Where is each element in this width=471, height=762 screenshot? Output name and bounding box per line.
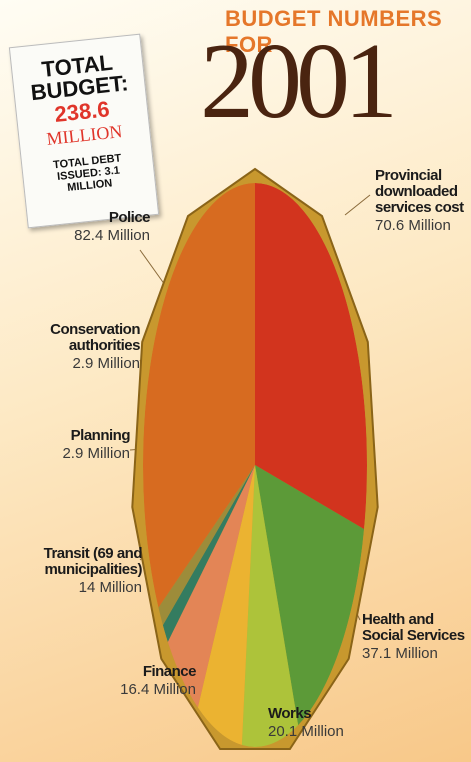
value-label: 2.9 Million — [62, 445, 130, 462]
pie-wedge — [143, 183, 255, 608]
slice-label: Transit (69 and municipalities) 14 Millio… — [22, 545, 143, 596]
chart-title: BUDGET NUMBERS FOR — [225, 6, 443, 57]
category-label: Conservation authorities — [50, 321, 140, 354]
value-label: 70.6 Million — [375, 217, 451, 234]
value-label: 20.1 Million — [268, 723, 344, 740]
pie-wedge — [241, 465, 299, 747]
pie-wedge — [255, 183, 367, 530]
pie-wedge — [158, 465, 255, 626]
value-label: 16.4 Million — [120, 681, 196, 698]
slice-label: Conservation authorities 2.9 Million — [20, 322, 140, 372]
value-label: 14 Million — [78, 579, 142, 596]
pie-wedge — [162, 465, 255, 642]
slice-label: Planning 2.9 Million — [10, 428, 130, 462]
pie-wedge — [197, 465, 255, 746]
slice-label: Provincial downloaded services cost 70.6 … — [375, 168, 471, 234]
category-label: Health and Social Services — [362, 611, 465, 644]
value-label: 2.9 Million — [72, 355, 140, 372]
category-label: Works — [268, 705, 312, 722]
category-label: Provincial downloaded services cost — [375, 167, 464, 216]
category-label: Transit (69 and municipalities) — [43, 545, 143, 578]
slice-label: Health and Social Services 37.1 Million — [362, 612, 467, 662]
pie-wedge — [167, 465, 255, 708]
slice-label: Police 82.4 Million — [30, 210, 150, 244]
pie — [143, 183, 367, 747]
category-label: Planning — [70, 427, 131, 444]
chart-subtitle: 2001 — [200, 22, 398, 141]
slice-label: Works 20.1 Million — [268, 706, 388, 740]
slice-label: Finance 16.4 Million — [76, 664, 196, 698]
category-label: Police — [108, 209, 151, 226]
category-label: Finance — [142, 663, 197, 680]
value-label: 37.1 Million — [362, 645, 438, 662]
pie-wedge — [255, 465, 365, 726]
value-label: 82.4 Million — [74, 227, 150, 244]
